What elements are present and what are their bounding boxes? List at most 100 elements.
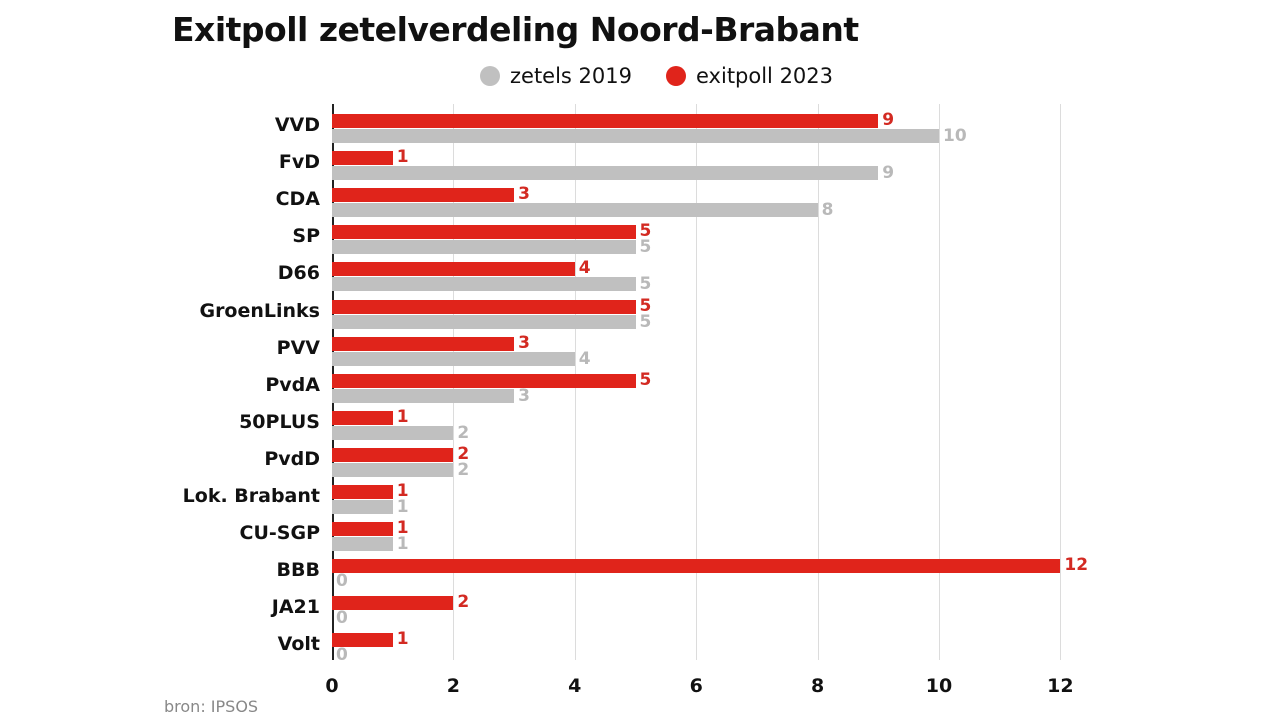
- bar-row: D66 4 5: [278, 254, 1072, 295]
- legend-label: zetels 2019: [510, 64, 632, 88]
- value-label-2019: 5: [639, 274, 652, 295]
- bar-row: GroenLinks 5 5: [199, 292, 1072, 332]
- value-label-2023: 2: [457, 443, 470, 464]
- value-label-2019: 5: [639, 237, 652, 258]
- bar-exitpoll-2023: [332, 336, 515, 351]
- x-tick-label: 8: [810, 675, 825, 697]
- chart-title: Exitpoll zetelverdeling Noord-Brabant: [172, 10, 859, 49]
- category-label: VVD: [274, 114, 320, 136]
- x-tick-label: 2: [446, 675, 461, 697]
- legend-item-2023: exitpoll 2023: [666, 64, 833, 88]
- bar-row: CDA 3 8: [276, 180, 1072, 221]
- value-label-2023: 5: [639, 295, 652, 316]
- plot-area: VVD 9 10 FvD 1 9 CDA 3 8 SP 5 5 D66 4 5 GroenLinks 5 5 PVV…: [183, 104, 1088, 666]
- bar-zetels-2019: [332, 240, 636, 255]
- value-label-2019: 0: [336, 645, 348, 666]
- bar-zetels-2019: [332, 166, 879, 181]
- bar-zetels-2019: [332, 314, 636, 329]
- bar-row: Lok. Brabant 1 1: [183, 477, 1072, 517]
- value-label-2023: 12: [1064, 555, 1089, 576]
- bar-exitpoll-2023: [332, 522, 393, 537]
- bar-zetels-2019: [332, 351, 575, 366]
- bar-zetels-2019: [332, 500, 393, 514]
- value-label-2019: 10: [943, 126, 967, 146]
- category-label: GroenLinks: [199, 299, 320, 322]
- x-tick-label: 0: [325, 675, 339, 697]
- category-label: BBB: [276, 559, 320, 582]
- bar-zetels-2019: [332, 129, 939, 143]
- value-label-2023: 3: [518, 184, 530, 205]
- category-label: D66: [277, 262, 320, 285]
- value-label-2019: 8: [821, 200, 834, 221]
- category-label: SP: [292, 225, 320, 248]
- value-label-2023: 1: [396, 147, 409, 168]
- bar-row: FvD 1 9: [279, 143, 1072, 184]
- value-label-2023: 1: [396, 481, 409, 501]
- source-label: bron: IPSOS: [164, 697, 259, 716]
- category-label: Volt: [277, 633, 320, 656]
- value-label-2023: 4: [578, 258, 591, 279]
- value-label-2019: 2: [457, 459, 470, 480]
- value-label-2023: 1: [396, 518, 409, 539]
- bar-exitpoll-2023: [332, 633, 393, 648]
- bar-row: PvdD 2 2: [264, 440, 1072, 480]
- bar-row: JA21 2 0: [272, 588, 1072, 629]
- legend-dot-red-icon: [666, 66, 686, 86]
- x-tick-label: 6: [689, 675, 703, 697]
- gridline: [817, 104, 819, 660]
- value-label-2019: 1: [396, 534, 409, 555]
- legend-dot-gray-icon: [480, 66, 500, 86]
- bar-exitpoll-2023: [332, 299, 636, 314]
- bar-zetels-2019: [332, 425, 454, 440]
- bar-exitpoll-2023: [332, 262, 575, 277]
- bar-row: PvdA 5 3: [265, 366, 1072, 406]
- x-tick-label: 10: [925, 675, 953, 697]
- value-label-2019: 1: [396, 497, 409, 517]
- value-label-2023: 5: [639, 369, 652, 390]
- value-label-2023: 1: [396, 406, 409, 427]
- bar-row: Volt 1 0: [278, 625, 1072, 666]
- bar-zetels-2019: [332, 203, 818, 218]
- value-label-2019: 4: [578, 348, 591, 369]
- category-label: CU-SGP: [239, 522, 320, 545]
- bar-exitpoll-2023: [332, 485, 393, 499]
- bar-row: SP 5 5: [292, 217, 1072, 258]
- value-label-2023: 9: [882, 110, 895, 130]
- bar-exitpoll-2023: [332, 447, 454, 462]
- value-label-2023: 3: [518, 332, 530, 353]
- value-label-2019: 5: [639, 311, 652, 332]
- bar-zetels-2019: [332, 277, 636, 292]
- bar-exitpoll-2023: [332, 114, 879, 128]
- gridline: [1060, 104, 1062, 660]
- category-label: PvdA: [265, 373, 320, 396]
- bar-exitpoll-2023: [332, 225, 636, 240]
- value-label-2019: 3: [518, 385, 530, 406]
- value-label-2019: 0: [336, 571, 348, 592]
- value-label-2023: 1: [396, 629, 409, 650]
- bar-zetels-2019: [332, 462, 454, 477]
- category-label: Lok. Brabant: [182, 485, 320, 507]
- value-label-2019: 2: [457, 422, 470, 443]
- category-label: FvD: [278, 151, 320, 174]
- bar-exitpoll-2023: [332, 188, 515, 203]
- category-label: PvdD: [264, 447, 320, 470]
- bar-exitpoll-2023: [332, 373, 636, 388]
- bar-exitpoll-2023: [332, 410, 393, 425]
- category-label: 50PLUS: [239, 410, 320, 433]
- gridline: [696, 104, 698, 660]
- category-label: JA21: [271, 596, 320, 619]
- x-tick-label: 4: [568, 675, 582, 697]
- value-label-2023: 5: [639, 221, 652, 242]
- category-label: CDA: [275, 188, 320, 211]
- x-tick-label: 12: [1047, 675, 1074, 697]
- bar-exitpoll-2023: [332, 559, 1061, 574]
- legend-item-2019: zetels 2019: [480, 64, 632, 88]
- bar-exitpoll-2023: [332, 151, 393, 166]
- bar-exitpoll-2023: [332, 596, 454, 611]
- value-label-2019: 0: [336, 608, 348, 629]
- value-label-2019: 9: [882, 163, 895, 184]
- bar-row: VVD 9 10: [275, 106, 1072, 146]
- category-label: PVV: [276, 336, 320, 359]
- gridline: [939, 104, 940, 660]
- value-label-2023: 2: [457, 592, 470, 613]
